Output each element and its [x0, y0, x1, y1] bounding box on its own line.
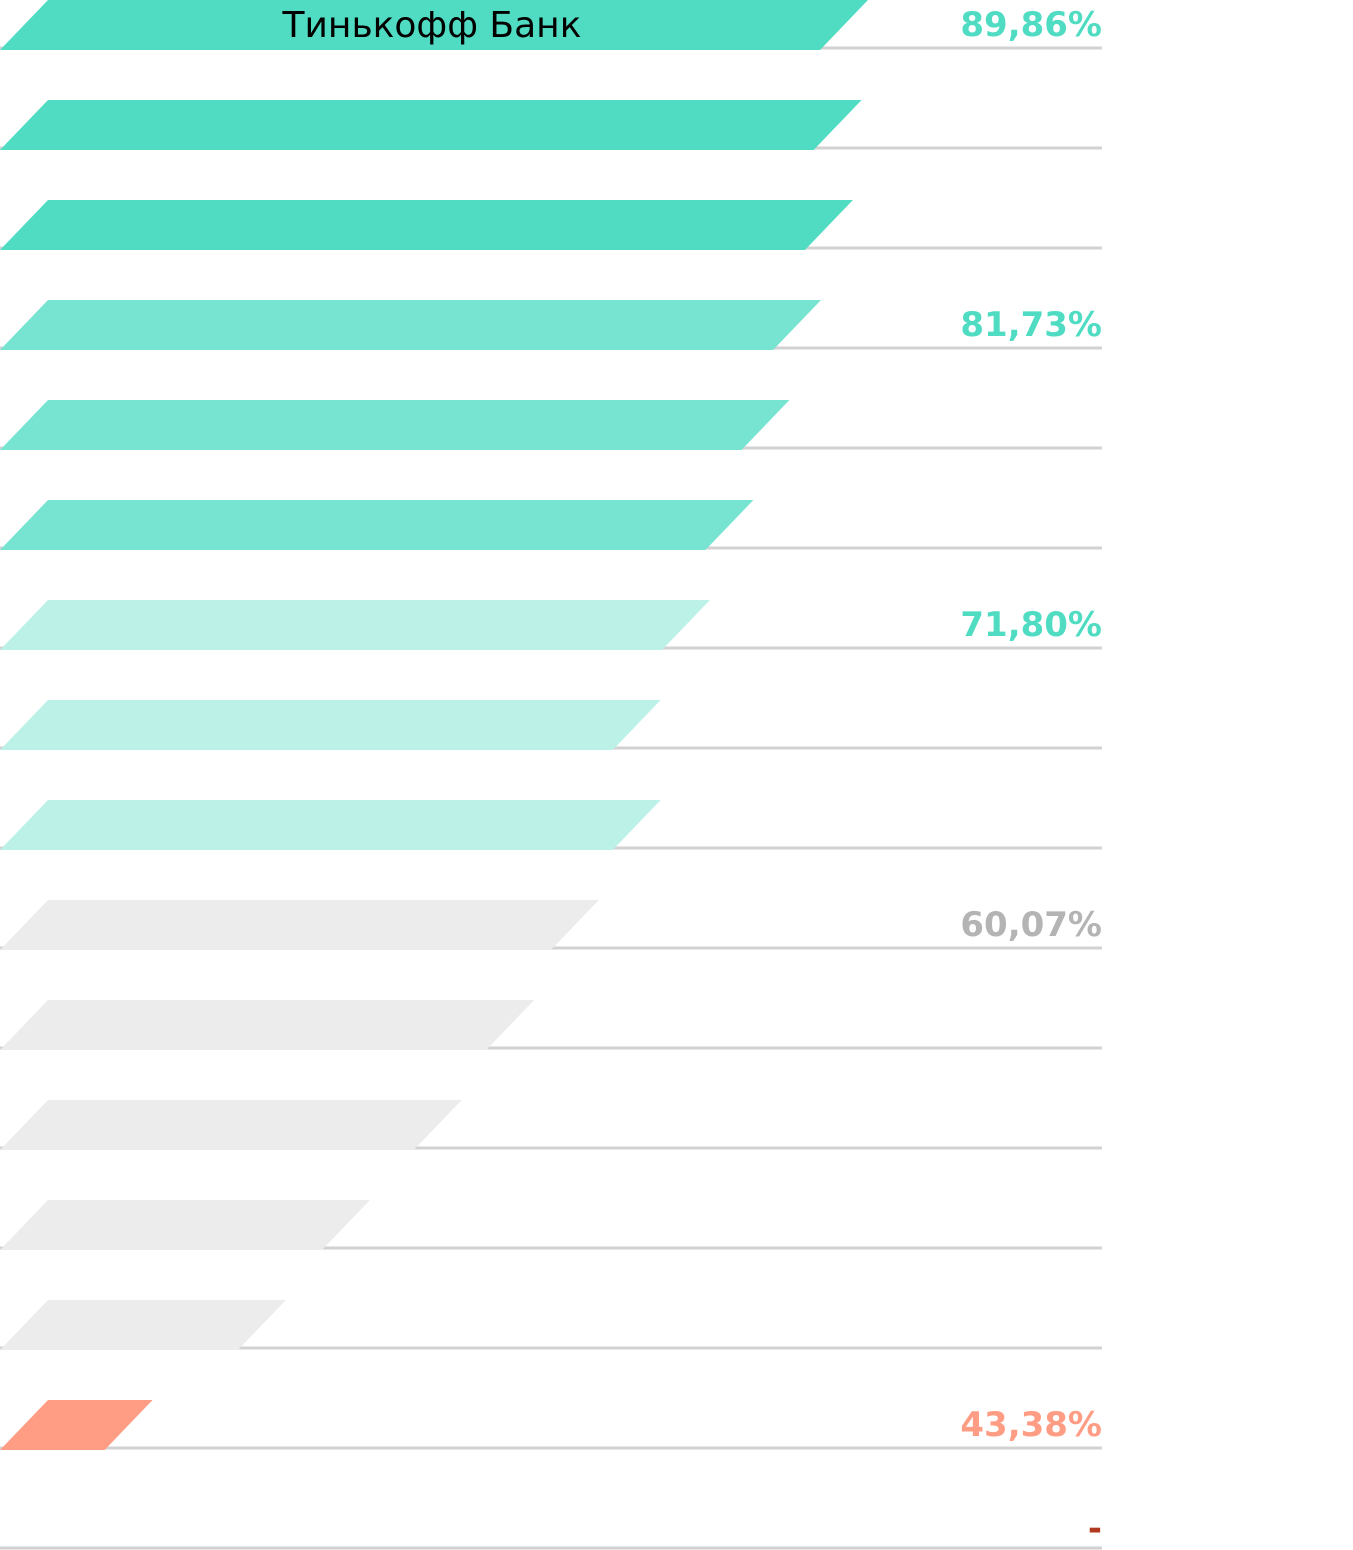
bar [0, 600, 710, 650]
value-label: - [1088, 1509, 1102, 1549]
bar [0, 900, 599, 950]
category-label: Тинькофф Банк [282, 5, 582, 46]
bar [0, 700, 661, 750]
bar [0, 300, 822, 350]
bar [0, 500, 754, 550]
value-label: 89,86% [960, 5, 1102, 45]
value-label: 81,73% [960, 305, 1102, 345]
bar [0, 400, 790, 450]
value-label: 60,07% [960, 905, 1102, 945]
value-label: 71,80% [960, 605, 1102, 645]
bar [0, 200, 853, 250]
bar [0, 800, 661, 850]
bar [0, 1300, 286, 1350]
value-label: 43,38% [960, 1405, 1102, 1445]
bar [0, 100, 862, 150]
bar [0, 1000, 535, 1050]
bar [0, 1100, 462, 1150]
bar [0, 0, 868, 50]
bar [0, 1400, 153, 1450]
bar [0, 1200, 370, 1250]
